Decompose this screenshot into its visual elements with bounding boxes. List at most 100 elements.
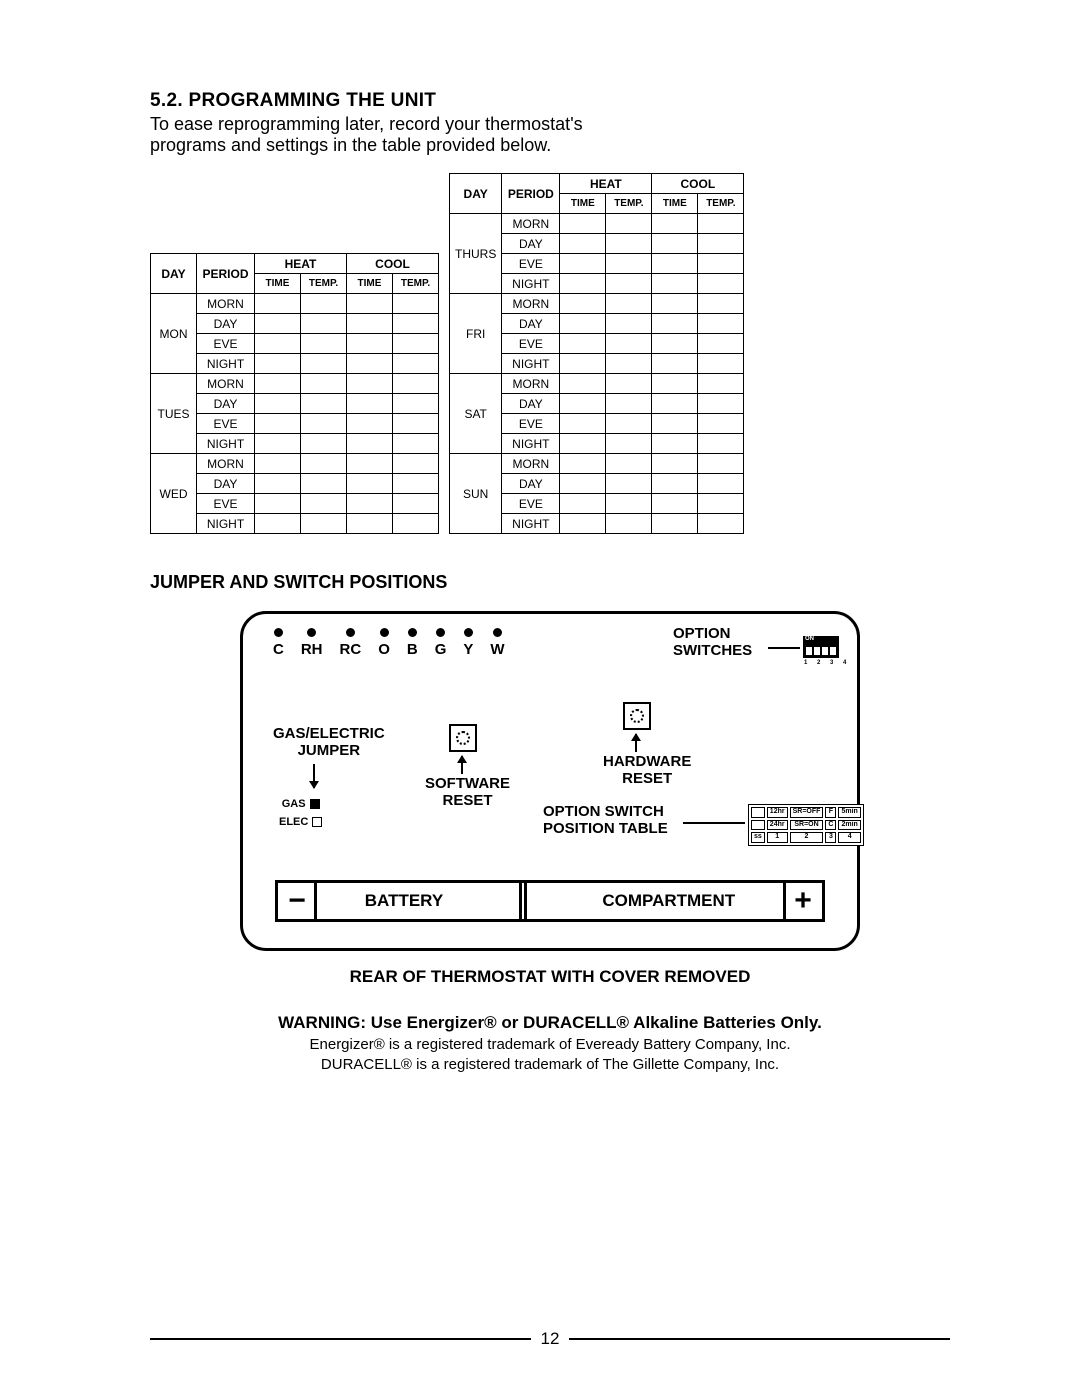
value-cell[interactable] <box>560 334 606 354</box>
value-cell[interactable] <box>393 354 439 374</box>
value-cell[interactable] <box>698 394 744 414</box>
value-cell[interactable] <box>393 334 439 354</box>
value-cell[interactable] <box>393 414 439 434</box>
value-cell[interactable] <box>698 334 744 354</box>
value-cell[interactable] <box>301 314 347 334</box>
value-cell[interactable] <box>301 294 347 314</box>
value-cell[interactable] <box>652 314 698 334</box>
value-cell[interactable] <box>560 454 606 474</box>
value-cell[interactable] <box>255 494 301 514</box>
value-cell[interactable] <box>255 394 301 414</box>
value-cell[interactable] <box>301 414 347 434</box>
value-cell[interactable] <box>698 274 744 294</box>
value-cell[interactable] <box>560 514 606 534</box>
value-cell[interactable] <box>652 374 698 394</box>
value-cell[interactable] <box>255 474 301 494</box>
value-cell[interactable] <box>652 414 698 434</box>
value-cell[interactable] <box>255 354 301 374</box>
value-cell[interactable] <box>606 374 652 394</box>
value-cell[interactable] <box>560 474 606 494</box>
value-cell[interactable] <box>347 434 393 454</box>
value-cell[interactable] <box>301 454 347 474</box>
value-cell[interactable] <box>393 394 439 414</box>
value-cell[interactable] <box>652 454 698 474</box>
value-cell[interactable] <box>255 334 301 354</box>
value-cell[interactable] <box>301 434 347 454</box>
value-cell[interactable] <box>652 214 698 234</box>
value-cell[interactable] <box>347 394 393 414</box>
value-cell[interactable] <box>698 354 744 374</box>
value-cell[interactable] <box>606 314 652 334</box>
value-cell[interactable] <box>698 214 744 234</box>
value-cell[interactable] <box>393 314 439 334</box>
value-cell[interactable] <box>606 494 652 514</box>
value-cell[interactable] <box>560 494 606 514</box>
value-cell[interactable] <box>606 214 652 234</box>
value-cell[interactable] <box>301 474 347 494</box>
value-cell[interactable] <box>698 454 744 474</box>
value-cell[interactable] <box>301 394 347 414</box>
value-cell[interactable] <box>393 374 439 394</box>
value-cell[interactable] <box>560 294 606 314</box>
value-cell[interactable] <box>560 374 606 394</box>
value-cell[interactable] <box>301 334 347 354</box>
value-cell[interactable] <box>606 414 652 434</box>
value-cell[interactable] <box>347 414 393 434</box>
value-cell[interactable] <box>698 514 744 534</box>
value-cell[interactable] <box>652 254 698 274</box>
value-cell[interactable] <box>698 474 744 494</box>
value-cell[interactable] <box>652 274 698 294</box>
value-cell[interactable] <box>698 414 744 434</box>
value-cell[interactable] <box>255 514 301 534</box>
value-cell[interactable] <box>606 514 652 534</box>
value-cell[interactable] <box>560 414 606 434</box>
value-cell[interactable] <box>393 474 439 494</box>
value-cell[interactable] <box>301 514 347 534</box>
value-cell[interactable] <box>560 314 606 334</box>
value-cell[interactable] <box>698 494 744 514</box>
value-cell[interactable] <box>560 434 606 454</box>
value-cell[interactable] <box>301 494 347 514</box>
value-cell[interactable] <box>560 274 606 294</box>
value-cell[interactable] <box>606 334 652 354</box>
value-cell[interactable] <box>606 394 652 414</box>
value-cell[interactable] <box>347 294 393 314</box>
value-cell[interactable] <box>606 454 652 474</box>
value-cell[interactable] <box>698 374 744 394</box>
value-cell[interactable] <box>652 294 698 314</box>
value-cell[interactable] <box>652 394 698 414</box>
value-cell[interactable] <box>347 354 393 374</box>
value-cell[interactable] <box>301 354 347 374</box>
value-cell[interactable] <box>255 454 301 474</box>
value-cell[interactable] <box>347 474 393 494</box>
value-cell[interactable] <box>255 374 301 394</box>
value-cell[interactable] <box>255 294 301 314</box>
value-cell[interactable] <box>698 314 744 334</box>
value-cell[interactable] <box>606 434 652 454</box>
value-cell[interactable] <box>652 354 698 374</box>
value-cell[interactable] <box>606 274 652 294</box>
value-cell[interactable] <box>255 314 301 334</box>
value-cell[interactable] <box>393 494 439 514</box>
value-cell[interactable] <box>606 234 652 254</box>
value-cell[interactable] <box>652 434 698 454</box>
value-cell[interactable] <box>606 354 652 374</box>
value-cell[interactable] <box>652 234 698 254</box>
value-cell[interactable] <box>606 294 652 314</box>
value-cell[interactable] <box>560 254 606 274</box>
value-cell[interactable] <box>347 494 393 514</box>
value-cell[interactable] <box>393 454 439 474</box>
value-cell[interactable] <box>393 294 439 314</box>
value-cell[interactable] <box>255 414 301 434</box>
value-cell[interactable] <box>347 454 393 474</box>
value-cell[interactable] <box>347 374 393 394</box>
value-cell[interactable] <box>652 514 698 534</box>
value-cell[interactable] <box>347 314 393 334</box>
value-cell[interactable] <box>347 514 393 534</box>
value-cell[interactable] <box>560 394 606 414</box>
value-cell[interactable] <box>652 474 698 494</box>
value-cell[interactable] <box>560 354 606 374</box>
value-cell[interactable] <box>606 474 652 494</box>
value-cell[interactable] <box>560 214 606 234</box>
value-cell[interactable] <box>393 434 439 454</box>
